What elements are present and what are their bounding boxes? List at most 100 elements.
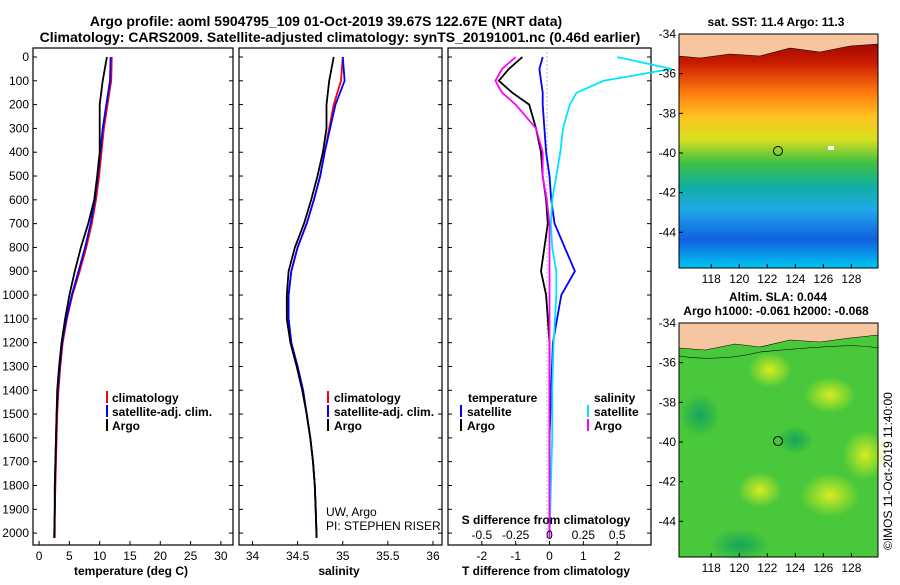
x-tick-label: 5 xyxy=(66,549,73,563)
depth-tick-label: 1500 xyxy=(2,407,29,421)
depth-tick-label: 1800 xyxy=(2,478,29,492)
float-marker xyxy=(773,436,783,446)
lat-tick-label: -42 xyxy=(659,186,677,200)
salinity-series xyxy=(285,56,346,538)
legend-t-satellite: satellite xyxy=(467,405,512,419)
s-tick-label: 0.25 xyxy=(572,528,596,542)
lon-tick-label: 124 xyxy=(785,561,805,575)
t-difference-x-ticks: -2 -1 0 1 2 xyxy=(476,541,621,563)
series-line-argo xyxy=(285,56,335,538)
x-tick-label: 1 xyxy=(580,549,587,563)
sst-field xyxy=(679,34,878,268)
t-difference-xlabel: T difference from climatology xyxy=(462,564,630,578)
lon-tick-label: 122 xyxy=(757,561,777,575)
title-line-1: Argo profile: aoml 5904795_109 01-Oct-20… xyxy=(90,13,562,29)
x-tick-label: 20 xyxy=(154,549,168,563)
lon-tick-label: 118 xyxy=(702,561,721,575)
lon-tick-label: 120 xyxy=(729,272,749,286)
lon-tick-label: 128 xyxy=(841,272,861,286)
temperature-xlabel: temperature (deg C) xyxy=(74,564,188,578)
lat-tick-label: -42 xyxy=(659,475,677,489)
credit-line-1: UW, Argo xyxy=(326,505,377,519)
x-tick-label: 25 xyxy=(184,549,198,563)
x-tick-label: 35 xyxy=(336,549,350,563)
x-tick-label: 34 xyxy=(246,549,260,563)
s-difference-xlabel: S difference from climatology xyxy=(462,513,631,527)
legend-salinity-title: salinity xyxy=(594,391,636,405)
sla-anomaly-low xyxy=(777,426,813,454)
x-tick-label: 30 xyxy=(214,549,228,563)
x-tick-label: -2 xyxy=(476,549,487,563)
depth-tick-label: 1000 xyxy=(2,288,29,302)
depth-tick-label: 100 xyxy=(9,74,29,88)
lat-tick-label: -38 xyxy=(659,106,677,120)
lon-tick-label: 122 xyxy=(757,272,777,286)
s-tick-label: -0.25 xyxy=(502,528,530,542)
legend-s-argo: Argo xyxy=(594,419,622,433)
lon-tick-label: 126 xyxy=(813,561,833,575)
s-tick-label: 0 xyxy=(546,528,553,542)
lat-tick-label: -36 xyxy=(659,356,677,370)
legend-s-satellite: satellite xyxy=(594,405,639,419)
panel-ticks xyxy=(33,56,651,534)
x-tick-label: 36 xyxy=(426,549,440,563)
imos-stamp: ©IMOS 11-Oct-2019 11:40:00 xyxy=(881,392,895,550)
temperature-series xyxy=(53,56,113,538)
title-line-2: Climatology: CARS2009. Satellite-adjuste… xyxy=(40,29,641,45)
sla-anomaly-high xyxy=(843,430,887,480)
shelf-contour xyxy=(678,345,879,359)
depth-tick-label: 200 xyxy=(9,98,29,112)
depth-tick-label: 1600 xyxy=(2,431,29,445)
sla-map-axes: -34 -36 -38 -40 -42 -44 118 120 122 124 126 128 xyxy=(659,316,862,575)
legend-satellite: satellite-adj. clim. xyxy=(334,405,434,419)
x-tick-label: 0 xyxy=(36,549,43,563)
sla-anomaly-high xyxy=(738,472,782,508)
temperature-legend: climatology satellite-adj. clim. Argo xyxy=(106,391,212,433)
sst-map-axes: -34 -36 -38 -40 -42 -44 118 120 122 124 126 128 xyxy=(659,27,862,286)
x-tick-label: -1 xyxy=(510,549,521,563)
s-difference-x-ticks: -0.5 -0.25 0 0.25 0.5 xyxy=(471,528,625,542)
lon-tick-label: 124 xyxy=(785,272,805,286)
x-tick-label: 0 xyxy=(546,549,553,563)
sla-anomaly-high xyxy=(800,473,860,517)
sla-map-frame xyxy=(678,322,879,558)
sla-anomaly-high xyxy=(748,352,792,388)
depth-tick-label: 300 xyxy=(9,121,29,135)
salinity-xlabel: salinity xyxy=(318,564,360,578)
difference-series xyxy=(494,56,672,538)
depth-tick-label: 1900 xyxy=(2,502,29,516)
x-tick-label: 35.5 xyxy=(376,549,400,563)
sst-map xyxy=(678,33,879,269)
depth-tick-label: 0 xyxy=(22,50,29,64)
missing-data-patch xyxy=(828,146,834,150)
legend-climatology: climatology xyxy=(112,391,179,405)
lat-tick-label: -44 xyxy=(659,514,677,528)
sst-map-frame xyxy=(678,33,879,269)
sla-anomaly-high xyxy=(804,377,856,413)
sla-map xyxy=(678,322,887,561)
legend-t-argo: Argo xyxy=(467,419,495,433)
sla-title-line-1: Altim. SLA: 0.044 xyxy=(729,290,827,304)
lat-tick-label: -38 xyxy=(659,395,677,409)
series-line-climatology xyxy=(287,56,344,538)
series-line-s-satellite xyxy=(548,56,672,538)
lat-tick-label: -36 xyxy=(659,67,677,81)
difference-legend: temperature satellite Argo salinity sate… xyxy=(460,391,639,433)
lon-tick-label: 128 xyxy=(841,561,861,575)
depth-tick-label: 1300 xyxy=(2,359,29,373)
lat-tick-label: -40 xyxy=(659,435,677,449)
lat-tick-label: -34 xyxy=(659,316,677,330)
legend-argo: Argo xyxy=(112,419,140,433)
s-tick-label: -0.5 xyxy=(471,528,492,542)
depth-tick-label: 1400 xyxy=(2,383,29,397)
sst-map-title: sat. SST: 11.4 Argo: 11.3 xyxy=(708,15,845,29)
sla-anomaly-low xyxy=(710,529,770,561)
series-line-satellite-adj-clim- xyxy=(287,56,346,538)
depth-tick-label: 900 xyxy=(9,264,29,278)
x-tick-label: 34.5 xyxy=(286,549,310,563)
temperature-x-ticks: 0 5 10 15 20 25 30 xyxy=(36,541,228,563)
depth-tick-label: 700 xyxy=(9,217,29,231)
x-tick-label: 2 xyxy=(614,549,621,563)
series-line-satellite-adj-clim- xyxy=(53,56,112,538)
